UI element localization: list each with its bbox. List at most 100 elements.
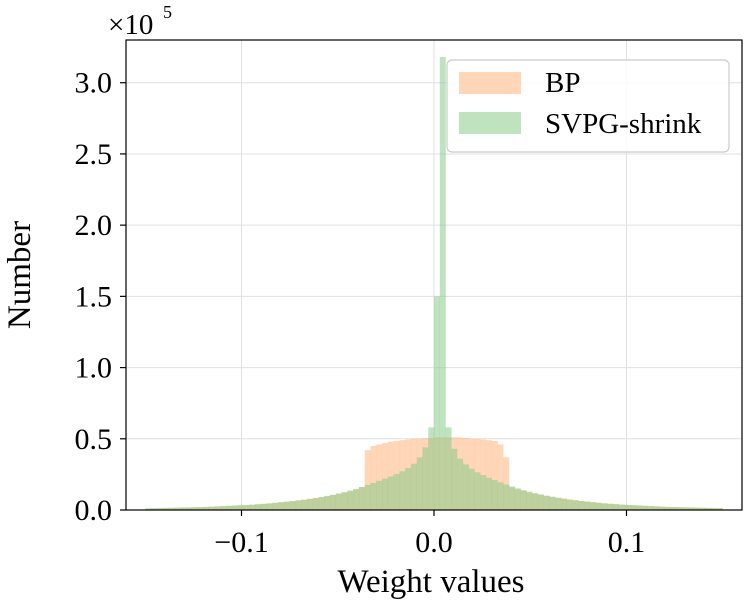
bar-svpg-shrink [370,482,377,510]
bar-svpg-shrink [607,503,614,510]
bar-svpg-shrink [174,507,181,510]
y-scale-exponent: 5 [163,2,172,22]
bar-svpg-shrink [283,501,290,510]
histogram-bars [145,57,723,510]
bar-svpg-shrink [561,498,568,510]
bar-svpg-shrink [335,493,342,510]
bar-svpg-shrink [203,506,209,510]
bar-svpg-shrink [260,503,267,510]
bar-svpg-shrink [306,498,313,510]
bar-svpg-shrink [462,464,469,510]
legend: BP SVPG-shrink [446,59,730,153]
y-tick-label: 0.0 [75,494,113,527]
bar-svpg-shrink [254,504,261,510]
y-tick-label: 0.5 [75,423,113,456]
bar-svpg-shrink [566,499,573,510]
bar-svpg-shrink [151,508,157,510]
bar-svpg-shrink [613,504,619,510]
bar-svpg-shrink [156,508,163,510]
bar-svpg-shrink [480,475,487,510]
bar-bp [370,445,377,510]
axes-ticks: −0.1 0.0 0.1 0.0 0.5 1.0 1.5 2.0 2.5 3.0 [75,67,646,559]
bar-svpg-shrink [220,506,227,510]
bar-svpg-shrink [301,499,308,510]
bar-svpg-shrink [243,504,250,510]
bar-svpg-shrink [358,486,365,510]
bar-svpg-shrink [197,507,204,510]
y-tick-label: 2.5 [75,138,113,171]
y-tick-label: 2.0 [75,209,113,242]
bar-svpg-shrink [584,501,591,510]
bar-svpg-shrink [399,471,406,510]
bar-svpg-shrink [179,507,186,510]
bar-svpg-shrink [249,504,256,510]
legend-swatch-svpg-shrink [459,112,521,134]
bar-svpg-shrink [185,507,192,510]
bar-svpg-shrink [347,490,354,510]
bar-svpg-shrink [289,501,296,510]
y-tick-label: 1.0 [75,352,113,385]
bar-svpg-shrink [387,476,394,510]
bar-bp [364,450,371,510]
bar-bp [387,441,394,510]
bar-bp [376,444,383,510]
bar-svpg-shrink [434,296,440,510]
x-tick-label: 0.1 [608,526,646,559]
bar-svpg-shrink [410,463,417,510]
bar-svpg-shrink [266,503,273,510]
legend-label-svpg-shrink: SVPG-shrink [545,108,702,140]
bar-svpg-shrink [457,458,464,510]
bar-svpg-shrink [324,495,331,510]
bar-svpg-shrink [312,497,319,510]
bar-bp [485,440,492,510]
legend-swatch-bp [459,72,521,94]
bar-svpg-shrink [647,506,654,510]
x-tick-label: 0.0 [415,526,453,559]
bar-svpg-shrink [231,505,238,510]
x-axis-label: Weight values [337,564,524,600]
bar-svpg-shrink [341,492,348,510]
bar-svpg-shrink [601,503,608,510]
bar-svpg-shrink [451,448,458,510]
bar-svpg-shrink [688,507,695,510]
legend-label-bp: BP [545,67,580,99]
bar-svpg-shrink [497,482,504,510]
bar-svpg-shrink [445,427,452,510]
bar-svpg-shrink [624,504,631,510]
bar-svpg-shrink [162,507,169,510]
bar-svpg-shrink [474,472,481,510]
bar-svpg-shrink [578,500,585,510]
bar-svpg-shrink [295,500,302,510]
bar-svpg-shrink [693,507,700,510]
bar-svpg-shrink [168,507,175,510]
bar-svpg-shrink [382,478,388,510]
bar-svpg-shrink [416,457,423,510]
bar-svpg-shrink [491,480,498,510]
bar-bp [497,444,504,510]
bar-svpg-shrink [699,507,706,510]
bar-svpg-shrink [208,506,215,510]
bar-svpg-shrink [330,494,337,510]
bar-svpg-shrink [543,495,550,510]
bar-svpg-shrink [670,507,677,510]
bar-svpg-shrink [653,506,660,510]
bar-svpg-shrink [393,473,400,510]
bar-svpg-shrink [665,506,671,510]
y-scale-base: ×10 [108,9,153,41]
y-tick-label: 1.5 [75,280,113,313]
bar-svpg-shrink [659,506,666,510]
bar-svpg-shrink [509,486,516,510]
bar-svpg-shrink [428,427,435,510]
bar-svpg-shrink [705,507,712,510]
bar-svpg-shrink [364,484,371,510]
bar-svpg-shrink [485,477,492,510]
bar-svpg-shrink [682,507,689,510]
bar-svpg-shrink [214,506,221,510]
bar-svpg-shrink [630,505,637,510]
bar-svpg-shrink [555,497,562,510]
bar-svpg-shrink [226,505,233,510]
bar-svpg-shrink [549,496,556,510]
bar-svpg-shrink [376,480,383,510]
bar-svpg-shrink [636,505,643,510]
